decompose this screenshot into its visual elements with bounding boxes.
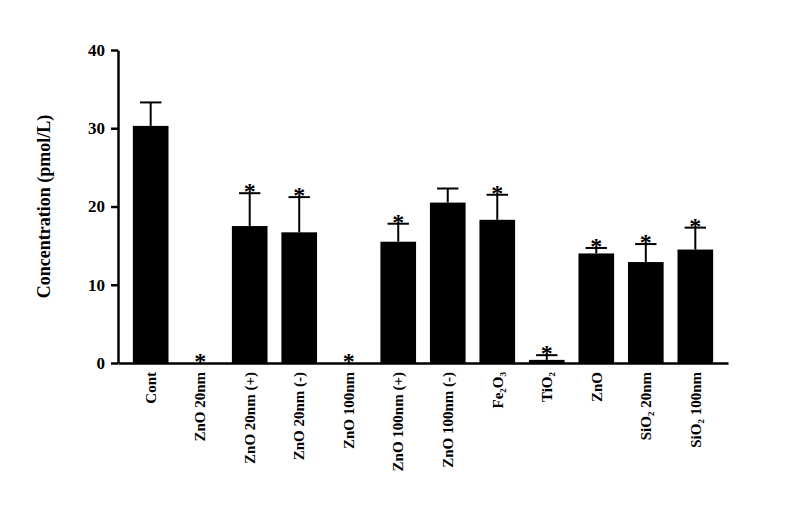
significance-mark: * xyxy=(293,182,305,208)
y-tick-mark xyxy=(111,128,118,131)
x-tick-label: SiO₂ 100nm xyxy=(688,371,704,447)
bar xyxy=(133,126,169,363)
significance-mark: * xyxy=(392,209,404,235)
x-tick-label: ZnO 100nm xyxy=(341,372,357,450)
x-tick-label: ZnO 100nm (-) xyxy=(440,372,457,468)
x-axis-line xyxy=(119,362,729,365)
x-tick: ZnO 100nm xyxy=(341,363,357,449)
x-tick-label: ZnO 20nm xyxy=(192,372,208,442)
error-cap xyxy=(140,101,161,103)
error-bar xyxy=(437,189,458,203)
bar xyxy=(479,220,515,363)
y-tick: 40 xyxy=(88,41,118,60)
y-tick: 10 xyxy=(88,276,118,295)
y-tick-label: 30 xyxy=(88,119,105,138)
x-tick-label: ZnO 20nm (+) xyxy=(242,372,259,464)
y-tick-mark xyxy=(111,206,118,209)
y-axis: 0 10 20 30 40 xyxy=(88,41,119,373)
error-stem xyxy=(150,102,152,125)
bar xyxy=(677,250,713,363)
plot-area xyxy=(133,102,713,363)
annotations: ********** xyxy=(194,178,701,374)
x-tick: ZnO 20nm xyxy=(192,363,208,442)
x-tick: SiO₂ 100nm xyxy=(688,363,704,448)
y-tick-label: 10 xyxy=(88,276,105,295)
significance-mark: * xyxy=(194,348,206,374)
significance-mark: * xyxy=(640,229,652,255)
x-tick: Cont xyxy=(143,363,159,404)
bar xyxy=(628,262,664,363)
x-axis: Cont ZnO 20nm ZnO 20nm (+) ZnO 20nm (-) ZnO … xyxy=(119,363,729,471)
x-tick: ZnO 100nm (-) xyxy=(440,363,457,468)
error-stem xyxy=(447,189,449,203)
x-tick-label: TiO₂ xyxy=(539,372,555,403)
x-tick: ZnO xyxy=(589,363,605,402)
significance-mark: * xyxy=(244,178,256,204)
significance-mark: * xyxy=(590,233,602,259)
significance-mark: * xyxy=(491,180,503,206)
bar xyxy=(281,232,317,363)
significance-mark: * xyxy=(343,348,355,374)
bar xyxy=(578,253,614,363)
y-tick-mark xyxy=(111,49,118,52)
y-tick-mark xyxy=(111,362,118,365)
y-tick: 30 xyxy=(88,119,118,138)
bar xyxy=(380,242,416,363)
x-tick: SiO₂ 20nm xyxy=(638,363,654,440)
x-tick-label: SiO₂ 20nm xyxy=(638,371,654,440)
x-tick: Fe₂O₃ xyxy=(490,363,506,408)
x-tick: ZnO 20nm (+) xyxy=(242,363,259,464)
x-tick-label: ZnO 20nm (-) xyxy=(291,372,308,460)
x-tick: ZnO 100nm (+) xyxy=(390,363,407,471)
chart: **********010203040ContZnO 20nmZnO 20nm … xyxy=(0,0,811,531)
y-tick: 20 xyxy=(88,197,118,216)
bar xyxy=(430,203,466,363)
x-tick: ZnO 20nm (-) xyxy=(291,363,308,460)
x-tick: TiO₂ xyxy=(539,363,555,402)
x-tick-label: Cont xyxy=(143,372,159,404)
error-bar xyxy=(140,102,161,125)
y-tick-mark xyxy=(111,284,118,287)
y-tick: 0 xyxy=(97,354,119,373)
x-tick-label: ZnO 100nm (+) xyxy=(390,372,407,471)
y-tick-label: 20 xyxy=(88,197,105,216)
error-cap xyxy=(437,188,458,190)
bar xyxy=(232,226,268,363)
significance-mark: * xyxy=(689,213,701,239)
y-tick-label: 0 xyxy=(97,354,106,373)
y-axis-title: Concentration (pmol/L) xyxy=(34,115,55,299)
y-tick-label: 40 xyxy=(88,41,105,60)
x-tick-label: Fe₂O₃ xyxy=(490,371,506,408)
x-tick-label: ZnO xyxy=(589,372,605,402)
